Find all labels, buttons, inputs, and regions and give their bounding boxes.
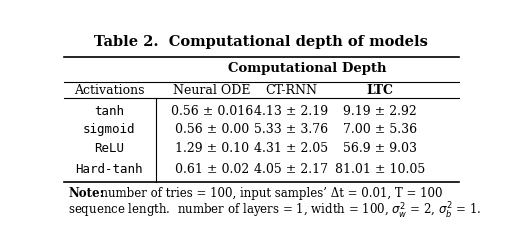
Text: Hard-tanh: Hard-tanh — [75, 163, 143, 176]
Text: 0.56 ± 0.00: 0.56 ± 0.00 — [175, 123, 248, 136]
Text: 7.00 ± 5.36: 7.00 ± 5.36 — [342, 123, 416, 136]
Text: Note:: Note: — [68, 187, 104, 200]
Text: 4.13 ± 2.19: 4.13 ± 2.19 — [253, 104, 327, 118]
Text: 0.61 ± 0.02: 0.61 ± 0.02 — [175, 163, 248, 176]
Text: 0.56 ± 0.016: 0.56 ± 0.016 — [171, 104, 252, 118]
Text: ReLU: ReLU — [94, 142, 124, 155]
Text: 4.31 ± 2.05: 4.31 ± 2.05 — [253, 142, 327, 155]
Text: number of tries = 100, input samples’ Δt = 0.01, T = 100: number of tries = 100, input samples’ Δt… — [93, 187, 441, 200]
Text: Table 2.  Computational depth of models: Table 2. Computational depth of models — [94, 35, 428, 49]
Text: sigmoid: sigmoid — [83, 123, 135, 136]
Text: tanh: tanh — [94, 104, 124, 118]
Text: 81.01 ± 10.05: 81.01 ± 10.05 — [334, 163, 424, 176]
Text: Computational Depth: Computational Depth — [227, 62, 385, 75]
Text: 9.19 ± 2.92: 9.19 ± 2.92 — [343, 104, 416, 118]
Text: sequence length.  number of layers = 1, width = 100, $\sigma^2_w$ = 2, $\sigma^2: sequence length. number of layers = 1, w… — [68, 201, 481, 221]
Text: Activations: Activations — [74, 84, 144, 97]
Text: 56.9 ± 9.03: 56.9 ± 9.03 — [342, 142, 416, 155]
Text: LTC: LTC — [366, 84, 392, 97]
Text: Neural ODE: Neural ODE — [173, 84, 250, 97]
Text: 5.33 ± 3.76: 5.33 ± 3.76 — [253, 123, 327, 136]
Text: 4.05 ± 2.17: 4.05 ± 2.17 — [253, 163, 327, 176]
Text: 1.29 ± 0.10: 1.29 ± 0.10 — [175, 142, 248, 155]
Text: CT-RNN: CT-RNN — [265, 84, 317, 97]
